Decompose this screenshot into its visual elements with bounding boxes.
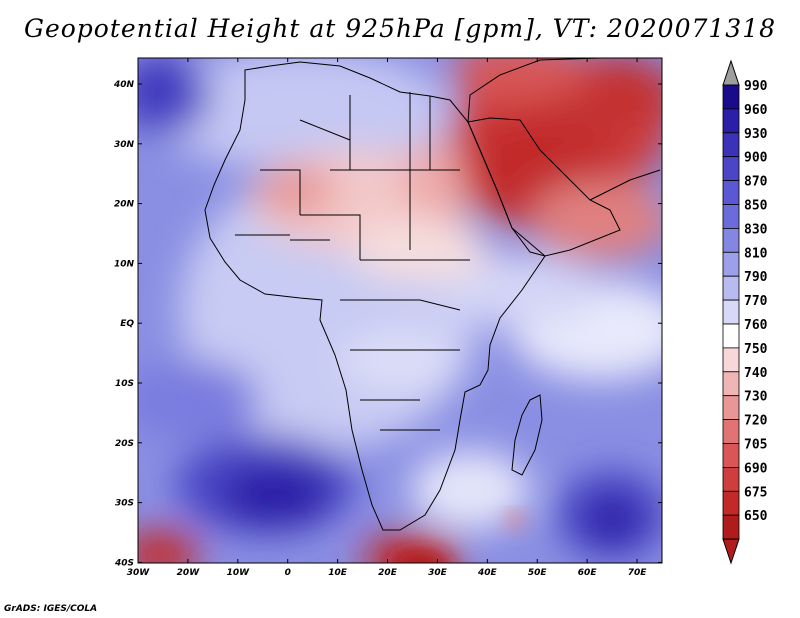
colorbar-swatch <box>722 347 740 373</box>
colorbar-swatch <box>722 251 740 277</box>
longitude-axis: 30W 20W 10W 0 10E 20E 30E 40E 50E 60E 70E <box>127 58 647 578</box>
colorbar-label: 810 <box>744 246 768 261</box>
colorbar-top-arrow <box>722 59 740 86</box>
lat-tick-label: 10N <box>114 259 135 269</box>
lat-tick-label: EQ <box>120 319 134 329</box>
lat-tick-label: 40S <box>114 558 134 568</box>
colorbar-swatch <box>722 156 740 181</box>
colorbar-label: 930 <box>744 127 768 142</box>
colorbar-swatch <box>722 419 740 444</box>
coastlines <box>204 58 661 531</box>
colorbar-label: 730 <box>744 390 768 405</box>
colorbar-swatch <box>722 466 740 492</box>
lon-tick-label: 40E <box>477 568 498 578</box>
colorbar-label: 750 <box>744 342 768 357</box>
colorbar-swatch <box>722 395 740 421</box>
colorbar-swatch <box>722 299 740 325</box>
colorbar-swatch <box>722 443 740 468</box>
colorbar-bottom-arrow <box>722 538 740 565</box>
lon-tick-label: 0 <box>285 568 291 578</box>
colorbar-swatch <box>722 275 740 301</box>
colorbar-label: 900 <box>744 151 768 166</box>
lat-tick-label: 20N <box>114 200 135 210</box>
latitude-axis: 40N 30N 20N 10N EQ 10S 20S 30S 40S <box>113 80 662 568</box>
colorbar-label: 790 <box>744 270 768 285</box>
lat-tick-label: 10S <box>115 379 134 389</box>
lon-tick-label: 10W <box>227 568 251 578</box>
lon-tick-label: 60E <box>578 568 598 578</box>
colorbar-swatch <box>722 108 740 134</box>
colorbar-label: 990 <box>744 79 768 94</box>
colorbar-swatch <box>722 514 740 540</box>
lon-tick-label: 20W <box>177 568 201 578</box>
colorbar-label: 675 <box>744 485 767 500</box>
height-field <box>138 58 662 563</box>
colorbar-swatch <box>722 227 740 253</box>
colorbar-swatch <box>722 490 740 516</box>
colorbar-swatch <box>722 204 740 229</box>
colorbar-label: 760 <box>744 318 768 333</box>
colorbar-swatch <box>722 84 740 110</box>
colorbar-label: 870 <box>744 175 768 190</box>
lon-tick-label: 20E <box>378 568 398 578</box>
colorbar-label: 650 <box>744 509 768 524</box>
colorbar-label: 740 <box>744 366 768 381</box>
lat-tick-label: 30S <box>115 499 134 509</box>
plot-frame <box>137 57 663 564</box>
asia-coastline <box>467 58 661 201</box>
colorbar-swatch <box>722 132 740 158</box>
colorbar: 990 960 930 900 870 850 830 810 790 770 760 750 740 7… <box>722 59 768 565</box>
colorbar-label: 720 <box>744 414 768 429</box>
africa-coastline <box>204 61 546 531</box>
lat-tick-label: 30N <box>114 140 135 150</box>
footer-credit: GrADS: IGES/COLA <box>4 604 98 614</box>
chart-title: Geopotential Height at 925hPa [gpm], VT:… <box>23 14 777 43</box>
colorbar-label: 830 <box>744 222 768 237</box>
lon-tick-label: 50E <box>528 568 548 578</box>
lon-tick-label: 10E <box>328 568 348 578</box>
colorbar-label: 690 <box>744 461 768 476</box>
lat-tick-label: 20S <box>115 439 134 449</box>
colorbar-label: 770 <box>744 294 768 309</box>
colorbar-swatch <box>722 323 740 349</box>
lat-tick-label: 40N <box>113 80 135 90</box>
colorbar-swatch <box>722 371 740 397</box>
lon-tick-label: 70E <box>628 568 648 578</box>
madagascar-coastline <box>511 394 543 476</box>
arabia-coastline <box>467 117 621 257</box>
colorbar-label: 850 <box>744 199 768 214</box>
lon-tick-label: 30W <box>127 568 151 578</box>
colorbar-label: 705 <box>744 438 767 453</box>
country-borders <box>235 92 470 431</box>
lon-tick-label: 30E <box>428 568 448 578</box>
colorbar-label: 960 <box>744 103 768 118</box>
colorbar-swatch <box>722 180 740 205</box>
